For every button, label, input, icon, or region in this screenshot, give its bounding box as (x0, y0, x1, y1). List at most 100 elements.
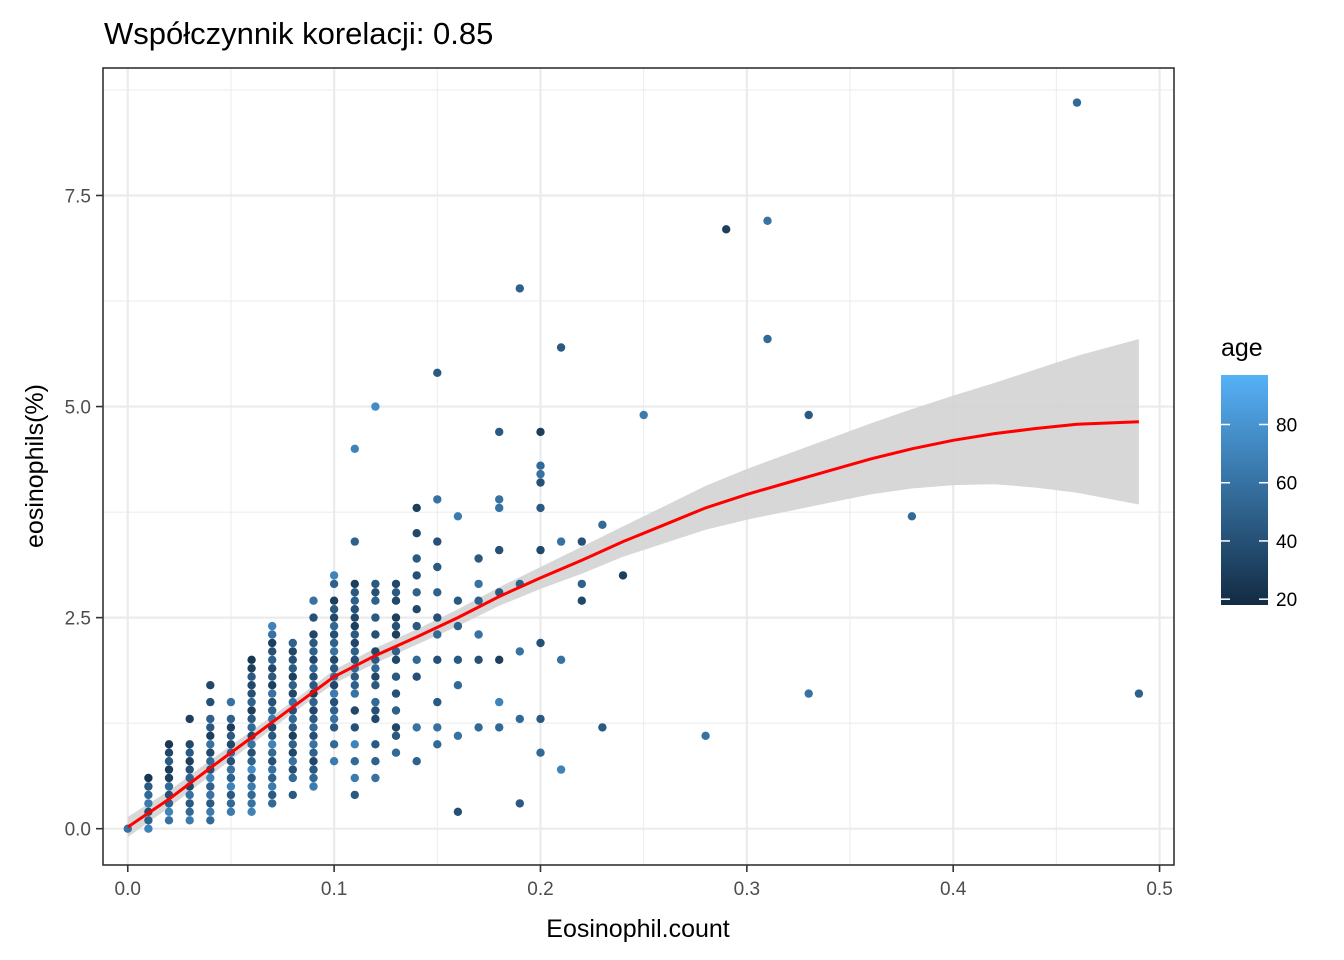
data-point (1134, 689, 1144, 698)
data-point (309, 672, 318, 681)
data-point (412, 723, 421, 732)
data-point (185, 765, 194, 774)
data-point (206, 740, 215, 749)
data-point (226, 790, 236, 800)
panel-border (102, 67, 1175, 866)
data-point (536, 638, 545, 648)
data-point (412, 655, 421, 664)
data-point (268, 782, 277, 791)
data-point (371, 672, 380, 681)
data-point (268, 681, 277, 690)
x-tick-label: 0.1 (321, 879, 347, 900)
data-point (412, 672, 421, 681)
data-point (309, 765, 318, 774)
data-point (350, 444, 359, 453)
data-point (206, 697, 215, 707)
data-point (247, 706, 256, 715)
data-point (329, 706, 339, 715)
legend-tick-label: 20 (1276, 590, 1297, 611)
data-point (391, 748, 401, 757)
data-point (350, 681, 359, 690)
legend-tick-label: 80 (1276, 415, 1297, 436)
data-point (474, 723, 483, 732)
data-point (268, 621, 277, 631)
data-point (309, 596, 318, 605)
data-point (206, 748, 215, 757)
data-point (371, 596, 380, 605)
data-point (247, 740, 256, 749)
data-point (329, 714, 339, 724)
data-point (226, 773, 236, 783)
data-point (412, 529, 421, 538)
data-point (453, 807, 463, 816)
data-point (329, 605, 339, 614)
data-point (474, 596, 483, 605)
data-point (391, 689, 401, 698)
data-point (268, 630, 277, 639)
data-point (185, 790, 194, 800)
legend-ticks: 20 40 60 80 (1221, 415, 1297, 611)
data-point (206, 807, 215, 816)
data-point (329, 647, 339, 656)
data-point (371, 706, 380, 715)
data-point (329, 723, 339, 732)
data-point (453, 621, 463, 631)
data-point (495, 545, 504, 555)
data-point (556, 537, 566, 546)
data-point (247, 723, 256, 732)
data-point (288, 723, 297, 732)
data-point (763, 216, 772, 225)
data-point (309, 748, 318, 757)
data-point (247, 689, 256, 698)
data-point (350, 672, 359, 681)
data-point (391, 723, 401, 732)
data-point (247, 757, 256, 766)
data-point (371, 714, 380, 724)
y-tick-label: 2.5 (65, 609, 91, 630)
data-point (288, 714, 297, 724)
data-point (536, 714, 545, 724)
y-axis-title: eosinophils(%) (21, 384, 49, 548)
data-point (329, 621, 339, 631)
data-point (226, 782, 236, 791)
data-point (247, 807, 256, 816)
data-point (412, 757, 421, 766)
data-point (598, 723, 607, 732)
data-point (350, 689, 359, 698)
data-point (371, 697, 380, 707)
data-point (329, 681, 339, 690)
data-point (288, 647, 297, 656)
data-point (164, 807, 174, 816)
data-point (247, 773, 256, 783)
data-point (329, 664, 339, 673)
data-point (144, 824, 153, 833)
data-point (206, 816, 215, 825)
data-point (1072, 98, 1082, 107)
data-point (164, 740, 174, 749)
data-point (350, 740, 359, 749)
data-point (371, 773, 380, 783)
data-point (247, 681, 256, 690)
data-point (536, 545, 545, 555)
data-point (371, 664, 380, 673)
data-point (515, 714, 524, 724)
data-point (247, 799, 256, 808)
data-point (495, 427, 504, 437)
data-point (536, 469, 545, 479)
data-point (247, 748, 256, 757)
data-point (598, 520, 607, 529)
data-point (495, 495, 504, 504)
data-point (206, 773, 215, 783)
data-point (288, 664, 297, 673)
data-point (391, 613, 401, 622)
data-point (350, 596, 359, 605)
data-point (309, 723, 318, 732)
data-point (350, 537, 359, 546)
data-point (515, 799, 524, 808)
data-point (350, 655, 359, 664)
data-point (185, 807, 194, 816)
data-point (185, 714, 194, 724)
data-point (433, 697, 442, 707)
data-point (391, 630, 401, 639)
data-point (495, 503, 504, 513)
